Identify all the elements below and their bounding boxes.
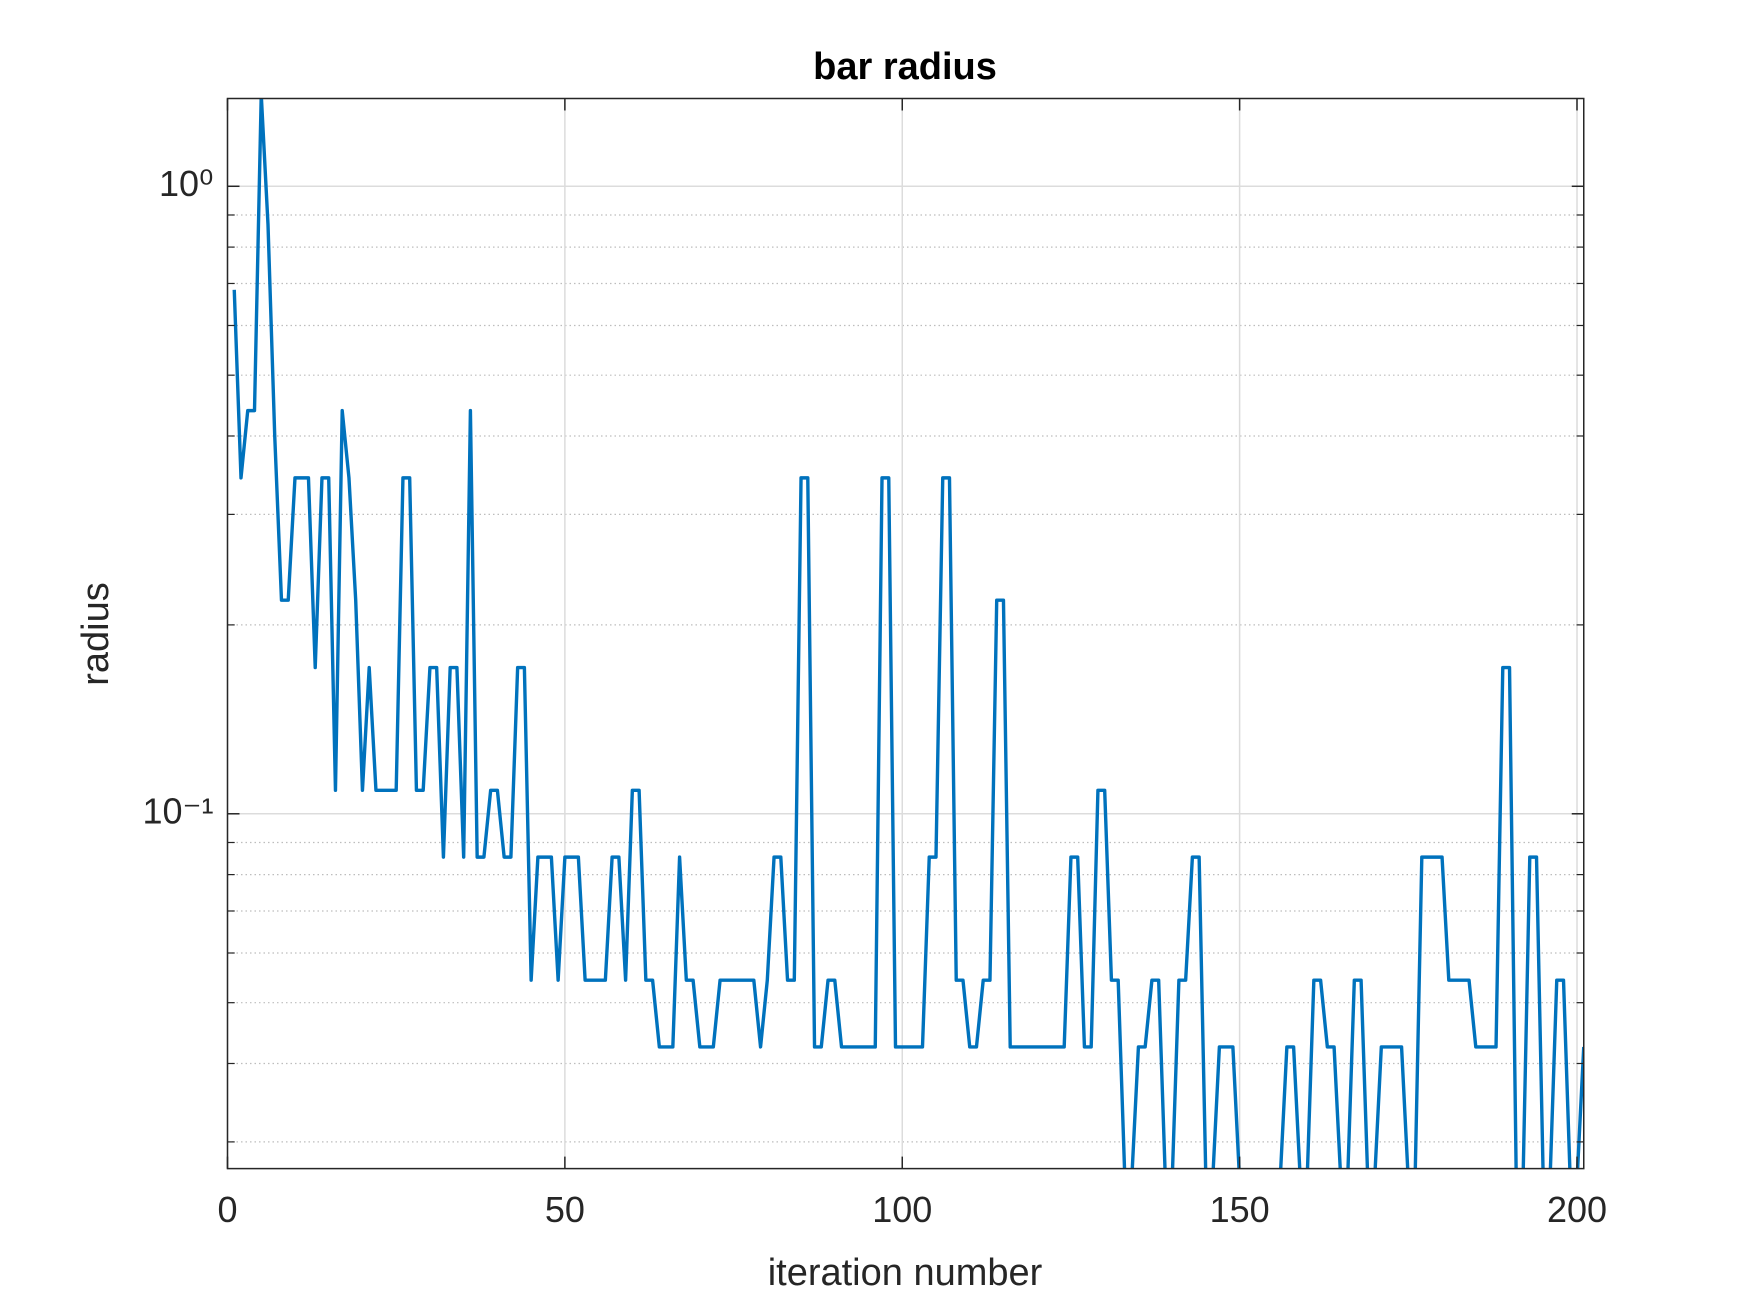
chart-title: bar radius — [813, 46, 997, 88]
x-tick-label: 100 — [872, 1189, 932, 1230]
y-tick-label: 10⁻¹ — [142, 790, 213, 831]
axes: 10⁻¹ 10⁰ 0 50 100 150 200 — [142, 97, 1607, 1230]
y-axis-label: radius — [75, 582, 117, 686]
x-tick-label: 0 — [217, 1189, 237, 1230]
lines — [232, 98, 1584, 1169]
x-tick-label: 200 — [1547, 1189, 1607, 1230]
data-line — [232, 98, 1584, 1169]
x-tick-label: 150 — [1210, 1189, 1270, 1230]
y-tick-label: 10⁰ — [159, 163, 213, 204]
x-axis-label: iteration number — [768, 1252, 1043, 1294]
x-tick-label: 50 — [545, 1189, 585, 1230]
axes-box — [226, 97, 1585, 1170]
plot-area — [227, 98, 1584, 1169]
